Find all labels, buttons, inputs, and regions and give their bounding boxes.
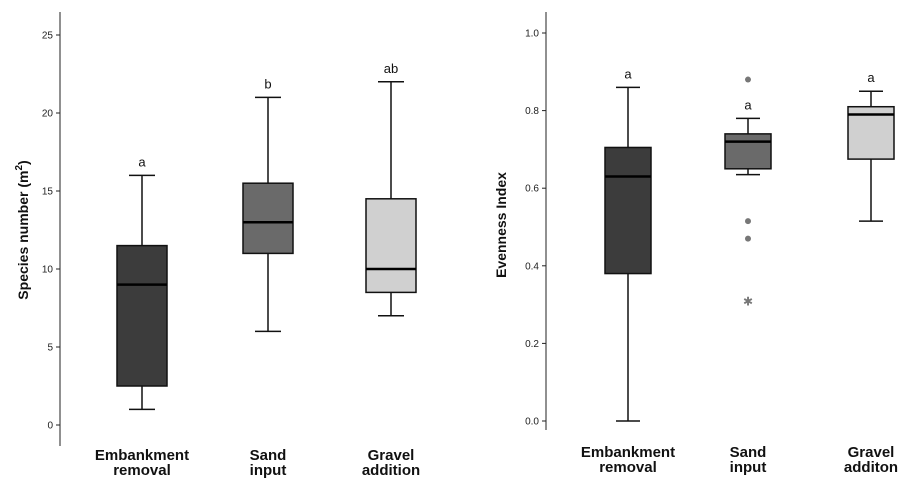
significance-letter: ab (384, 61, 398, 76)
significance-letter: a (744, 97, 752, 112)
outlier-point (745, 76, 751, 83)
category-label-line2: additon (844, 459, 898, 476)
category-label-line1: Embankment (581, 444, 675, 461)
y-axis-title-end: ) (15, 160, 31, 165)
category-label-line1: Gravel (368, 447, 415, 464)
y-tick-label: 0.2 (525, 339, 539, 350)
y-tick-label: 5 (47, 343, 53, 354)
outlier-point (745, 235, 751, 242)
y-axis-title: Evenness Index (493, 172, 509, 278)
y-tick-label: 0 (47, 421, 53, 432)
category-label-line2: removal (113, 462, 171, 479)
y-axis-title: Species number (m2) (14, 160, 31, 299)
y-axis-title-text: Species number (m (15, 171, 31, 300)
category-label-line1: Sand (250, 447, 287, 464)
category-label-line1: Sand (730, 444, 767, 461)
y-tick-label: 0.4 (525, 261, 539, 272)
y-tick-label: 10 (42, 265, 54, 276)
y-tick-label: 20 (42, 109, 54, 120)
significance-letter: b (264, 76, 271, 91)
category-label-line2: removal (599, 459, 657, 476)
category-label-line1: Gravel (848, 444, 895, 461)
box-iqr (724, 133, 772, 170)
box-iqr (365, 198, 417, 294)
y-tick-label: 1.0 (525, 29, 539, 40)
y-tick-label: 25 (42, 31, 54, 42)
box-iqr (242, 182, 294, 255)
significance-letter: a (138, 154, 146, 169)
category-label-line2: input (730, 459, 767, 476)
box-iqr (116, 244, 168, 387)
significance-letter: a (867, 70, 875, 85)
extreme-outlier-star: ✱ (743, 295, 753, 309)
category-label-line2: addition (362, 462, 420, 479)
y-tick-label: 0.6 (525, 184, 539, 195)
box-iqr (604, 146, 652, 275)
category-label-line2: input (250, 462, 287, 479)
significance-letter: a (624, 66, 632, 81)
y-tick-label: 15 (42, 187, 54, 198)
outlier-point (745, 218, 751, 225)
category-label-line1: Embankment (95, 447, 189, 464)
y-axis-title-superscript: 2 (14, 165, 25, 171)
y-tick-label: 0.0 (525, 417, 539, 428)
y-axis-title-text: Evenness Index (493, 172, 509, 278)
y-tick-label: 0.8 (525, 106, 539, 117)
